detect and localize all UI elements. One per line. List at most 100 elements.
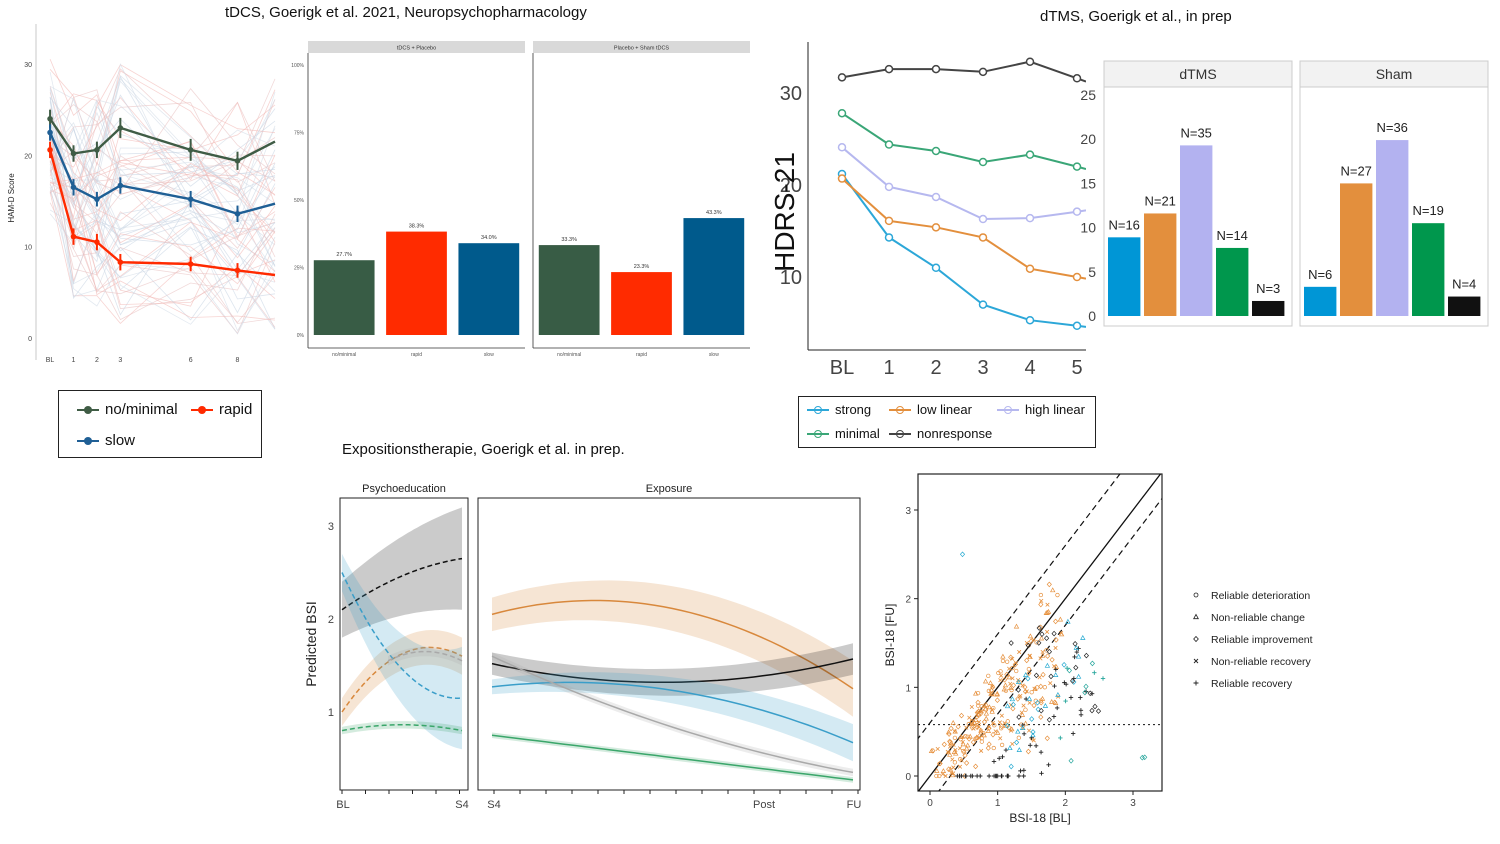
point-non-reliable-change — [1044, 662, 1051, 668]
point-non-reliable-change — [1023, 672, 1029, 677]
bar-low linear — [1144, 213, 1177, 316]
y-tick-label: 0 — [905, 772, 911, 783]
legend-swatch — [889, 403, 911, 417]
series-point — [978, 233, 988, 242]
x-tick-label: S4 — [455, 799, 468, 811]
dtms-legend: strong low linear high linear minimal no… — [798, 396, 1096, 448]
scatter-plot-area — [918, 474, 1162, 791]
point-non-reliable-recovery — [967, 715, 972, 720]
point-reliable-improvement — [1083, 652, 1089, 659]
x-tick-label: rapid — [636, 352, 647, 358]
point-non-reliable-change — [978, 727, 984, 733]
point-reliable-improvement — [958, 712, 965, 719]
point-non-reliable-change — [1065, 618, 1071, 624]
point-reliable-deterioration — [996, 670, 1001, 676]
point-non-reliable-change — [981, 702, 988, 708]
point-reliable-improvement — [1035, 706, 1041, 713]
legend-marker — [1193, 613, 1199, 620]
point-reliable-improvement — [1015, 687, 1021, 693]
point-reliable-improvement — [1039, 631, 1045, 638]
point-reliable-improvement — [1015, 696, 1021, 702]
expo-orange-line — [491, 599, 854, 690]
point-non-reliable-recovery — [1009, 728, 1014, 733]
series-point — [1025, 213, 1035, 223]
point-non-reliable-change — [982, 706, 989, 712]
point-reliable-deterioration — [957, 757, 963, 762]
legend-dot — [84, 436, 92, 445]
point-non-reliable-change — [947, 751, 953, 757]
legend-swatch — [77, 403, 99, 417]
point-reliable-deterioration — [1004, 659, 1010, 664]
point-non-reliable-recovery — [935, 746, 940, 752]
series-point — [978, 300, 988, 309]
point-non-reliable-change — [1038, 635, 1045, 641]
point-non-reliable-recovery — [951, 765, 956, 770]
bar-strong — [1304, 286, 1337, 316]
point-reliable-recovery — [1006, 773, 1011, 779]
point-non-reliable-recovery — [1020, 683, 1025, 688]
point-non-reliable-change — [1044, 609, 1051, 615]
point-non-reliable-change — [983, 715, 989, 721]
individual-trajectory — [49, 126, 276, 258]
individual-trajectory — [49, 59, 276, 176]
point-reliable-improvement — [1092, 703, 1098, 710]
x-tick-label: 0 — [927, 798, 933, 809]
y-tick-label: 20 — [1080, 131, 1096, 147]
point-reliable-deterioration — [1017, 680, 1023, 685]
point-non-reliable-change — [1045, 608, 1052, 614]
psycho-black-line — [341, 557, 463, 611]
point-non-reliable-recovery — [999, 713, 1004, 718]
point-reliable-improvement — [959, 551, 966, 558]
point-reliable-improvement — [1087, 690, 1093, 697]
point-non-reliable-change — [1073, 644, 1079, 650]
point-reliable-deterioration — [934, 773, 939, 779]
point-reliable-improvement — [1053, 618, 1059, 625]
bar-data-label: N=36 — [1376, 120, 1407, 135]
legend-label: Non-reliable recovery — [1211, 656, 1312, 668]
expo-black-line — [491, 658, 854, 684]
point-reliable-deterioration — [992, 723, 997, 728]
expo-curve-chart: Psychoeducation Exposure 1 2 3 Predicted BSI B… — [303, 483, 861, 811]
point-reliable-improvement — [1095, 708, 1102, 714]
point-reliable-improvement — [1082, 689, 1088, 696]
point-reliable-improvement — [1068, 757, 1074, 764]
bsi-scatter-chart: 0 1 2 3 0 1 2 3 BSI-18 [BL] BSI-18 [FU] Reliable d… — [883, 473, 1313, 825]
bar-rapid — [611, 272, 672, 335]
y-tick-label: 100% — [291, 63, 304, 69]
x-tick-label: 3 — [118, 357, 122, 364]
point-non-reliable-recovery — [950, 757, 955, 762]
series-point — [187, 147, 194, 153]
y-tick-label: 30 — [780, 83, 802, 105]
tdcs-bar-chart: 0% 25% 50% 75% 100% tDCS + Placebo 27.7% no/min… — [291, 41, 750, 358]
point-non-reliable-change — [1057, 616, 1064, 622]
point-reliable-improvement — [1031, 702, 1037, 709]
point-reliable-recovery — [1072, 654, 1077, 660]
individual-trajectory — [49, 92, 276, 259]
point-reliable-recovery — [1051, 714, 1057, 719]
bar-data-label: 27.7% — [336, 252, 352, 258]
bar-slow — [683, 218, 745, 335]
legend-label: minimal — [835, 426, 880, 441]
point-reliable-improvement — [994, 697, 1000, 704]
point-reliable-recovery — [1076, 646, 1081, 651]
y-axis-title: Predicted BSI — [303, 601, 319, 687]
point-non-reliable-recovery — [1017, 694, 1022, 699]
bar-data-label: N=4 — [1452, 277, 1476, 292]
point-reliable-improvement — [1034, 699, 1041, 706]
point-non-reliable-change — [983, 710, 990, 716]
series-point — [884, 64, 894, 74]
point-reliable-improvement — [975, 699, 981, 706]
point-reliable-deterioration — [975, 690, 981, 696]
point-reliable-recovery — [995, 773, 1000, 779]
point-reliable-improvement — [1008, 640, 1014, 646]
point-non-reliable-change — [1009, 696, 1016, 702]
legend-item-slow: slow — [77, 432, 135, 449]
point-reliable-deterioration — [1055, 592, 1060, 598]
x-tick-label: no/minimal — [332, 352, 356, 358]
facet-strip — [308, 41, 525, 53]
point-reliable-improvement — [1025, 675, 1031, 682]
x-tick-label: rapid — [411, 352, 422, 358]
point-reliable-deterioration — [937, 773, 942, 779]
point-reliable-improvement — [955, 723, 961, 730]
legend-dot — [814, 429, 822, 438]
